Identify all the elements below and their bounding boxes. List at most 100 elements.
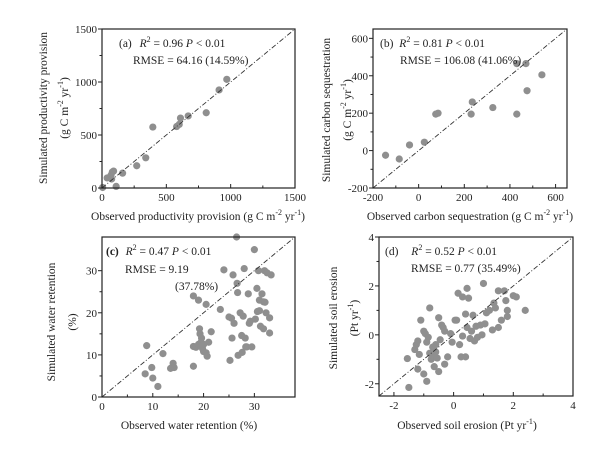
y-tick-label: 4 [369,232,375,244]
data-point [479,279,488,288]
data-point [447,330,455,338]
data-point [248,343,256,351]
data-point [258,290,266,298]
data-point [189,292,198,300]
rmse-percent-annotation: (37.78%) [175,281,218,293]
data-point [154,382,162,391]
data-point [453,316,461,324]
data-point [467,110,475,118]
y-title-sup: -2 [339,102,348,109]
data-point [251,315,259,323]
x-title-part: Observed soil erosion (Pt yr [397,420,526,432]
rmse-annotation: RMSE = 9.19 [125,264,189,276]
data-point [194,296,203,304]
p-value: < 0.01 [453,38,486,50]
p-label: P [445,38,453,50]
data-point [109,167,118,175]
one-to-one-line [372,28,568,189]
x-title-sup: -2 [543,208,550,217]
x-title-sup: -1 [294,208,301,217]
panel-annotation-line1: (c) R2 = 0.47 P < 0.01 [106,243,212,258]
data-point [240,264,248,273]
data-point [244,290,252,298]
p-value: < 0.01 [193,38,226,50]
panel-c: 0 10 20 30 0 10 20 30 (c) R2 = 0.47 P < 0.01 RM… [46,233,296,432]
y-title-sup: -1 [56,81,65,88]
y-axis-title: Simulated carbon sequestration (g C m-2 … [321,38,354,183]
scatter-points [141,233,275,391]
y-title-part: ) [59,77,71,81]
p-label: P [457,246,465,258]
data-point [485,306,494,314]
y-title-part: (g C m [59,107,71,139]
data-point [267,271,275,279]
p-value: < 0.01 [465,246,498,258]
y-tick-label: 20 [86,308,98,320]
data-point [405,383,413,392]
r2-value: = 0.96 [151,38,186,50]
panel-label: (b) [380,38,394,50]
data-point [420,138,428,146]
x-title-part: Observed water retention (%) [121,420,258,432]
x-title-sup: -2 [275,208,282,217]
data-point [455,341,464,349]
y-title-part: ) [349,300,361,304]
data-point [142,154,150,162]
data-point [241,334,249,342]
data-point [395,155,403,163]
data-point [197,334,206,342]
x-title-part: yr [550,211,563,223]
data-point [230,319,238,327]
y-title-line2: (g C m-2 yr-1) [56,77,71,139]
data-point [481,320,489,328]
panel-label: (c) [106,246,119,258]
data-point [133,162,141,170]
x-tick-label: 30 [249,401,261,413]
r2-superscript: 2 [418,243,422,252]
data-point [149,374,157,382]
x-title-part: ) [533,420,537,432]
one-to-one-line [378,236,574,397]
data-point [420,370,428,378]
panel-annotation-line1: (a) R2 = 0.96 P < 0.01 [119,35,226,50]
data-point [266,329,274,337]
data-point [494,323,502,332]
axis-ticks: -200 0 200 400 600 -200 0 200 400 600 [348,33,565,204]
x-tick-label: 500 [158,192,175,204]
y-tick-label: 0 [369,330,375,342]
x-tick-label: 10 [147,401,159,413]
y-tick-label: 1500 [75,24,98,36]
data-point [491,304,499,312]
data-point [488,326,497,334]
data-point [234,288,242,297]
x-tick-label: 4 [570,400,576,412]
data-point [463,284,471,292]
rmse-annotation: RMSE = 64.16 (14.59%) [133,55,249,67]
y-title-sup: -1 [339,83,348,90]
data-point [207,328,215,336]
data-point [261,298,269,306]
axis-ticks: 0 10 20 30 0 10 20 30 [86,266,260,413]
y-title-part: yr [59,88,71,101]
data-point [203,352,211,360]
data-point [433,354,441,362]
x-tick-label: 0 [99,192,105,204]
data-point [243,343,251,351]
x-axis-title: Observed soil erosion (Pt yr-1) [397,417,537,432]
y-tick-label: 2 [369,281,375,293]
r2-value: = 0.81 [410,38,445,50]
y-tick-label: 0 [363,146,369,158]
x-title-part: Observed productivity provision (g C m [91,211,275,223]
data-point [223,75,231,83]
r2-value: = 0.47 [137,246,172,258]
rmse-annotation: RMSE = 0.77 (35.49%) [411,263,521,275]
scatter-points [403,279,529,392]
y-tick-label: -200 [348,183,369,195]
data-point [233,279,241,287]
x-title-part: yr [282,211,295,223]
rmse-annotation: RMSE = 106.08 (41.06%) [400,55,521,67]
x-title-part: ) [569,211,573,223]
data-point [148,363,156,372]
data-point [503,312,511,321]
